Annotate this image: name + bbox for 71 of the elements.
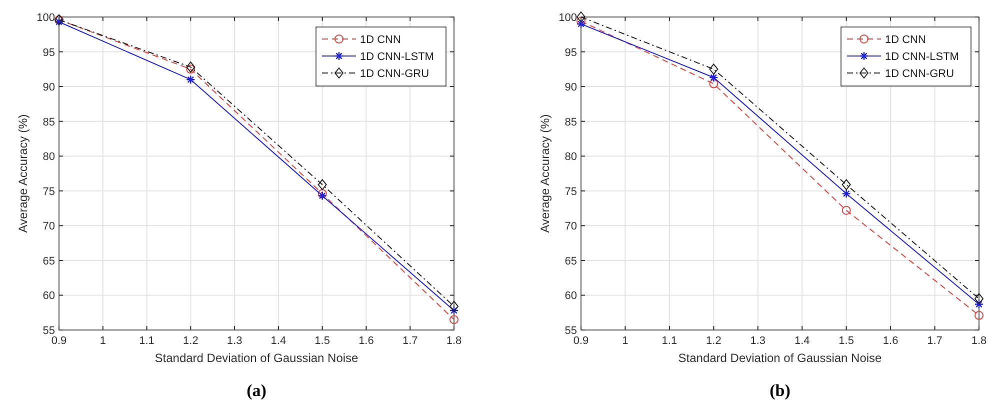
point [186, 75, 196, 84]
point [576, 19, 586, 29]
point [318, 179, 327, 190]
y-tick-label: 55 [564, 325, 577, 337]
y-tick-label: 75 [564, 186, 577, 198]
y-tick-label: 55 [42, 325, 55, 337]
x-tick-label: 1.8 [971, 335, 987, 347]
point [449, 306, 459, 316]
x-tick-label: 1.3 [750, 335, 766, 347]
legend-label: 1D CNN-LSTM [885, 51, 959, 63]
y-tick-label: 65 [564, 255, 577, 268]
x-tick-label: 1.4 [270, 335, 286, 347]
x-tick-label: 1.8 [446, 335, 462, 347]
point [709, 64, 718, 75]
x-axis-title: Standard Deviation of Gaussian Noise [678, 351, 882, 365]
x-tick-label: 1.1 [662, 335, 678, 347]
y-tick-label: 65 [42, 255, 55, 268]
point [842, 189, 851, 198]
point [576, 16, 586, 26]
y-tick-label: 100 [558, 12, 577, 24]
y-tick-label: 60 [564, 290, 577, 302]
y-tick-label: 80 [564, 151, 577, 164]
y-tick-label: 70 [564, 220, 577, 233]
y-tick-label: 75 [42, 186, 55, 198]
legend-label: 1D CNN [885, 34, 926, 46]
x-tick-label: 0.9 [573, 335, 589, 347]
text: (a) [246, 381, 266, 400]
point [186, 64, 196, 74]
point [974, 300, 984, 309]
y-tick-label: 85 [42, 116, 55, 128]
y-axis-title: Average Accuracy (%) [16, 114, 30, 233]
point [842, 179, 851, 190]
x-tick-label: 1.5 [838, 335, 854, 347]
y-tick-label: 70 [42, 220, 55, 233]
x-tick-label: 1.2 [183, 335, 198, 347]
point [842, 206, 851, 215]
y-tick-label: 95 [42, 46, 55, 59]
point [450, 315, 458, 324]
x-tick-label: 1.3 [226, 335, 242, 347]
x-axis-title: Standard Deviation of Gaussian Noise [154, 351, 359, 365]
legend-label: 1D CNN-LSTM [360, 51, 434, 63]
y-tick-label: 90 [42, 82, 55, 94]
legend-label: 1D CNN [360, 34, 402, 46]
y-tick-label: 80 [42, 151, 55, 164]
point [974, 293, 984, 304]
x-tick-label: 1.6 [358, 335, 374, 347]
x-tick-label: 1.1 [139, 335, 154, 347]
legend-label: 1D CNN-GRU [885, 68, 954, 80]
y-tick-label: 85 [564, 116, 577, 128]
x-tick-label: 1.7 [402, 335, 418, 347]
y-tick-label: 60 [42, 290, 55, 302]
point [450, 300, 458, 312]
x-tick-label: 1.2 [706, 335, 722, 347]
point [974, 310, 984, 320]
y-tick-label: 100 [36, 12, 55, 24]
y-tick-label: 95 [564, 46, 577, 59]
point [709, 79, 718, 88]
x-tick-label: 1 [622, 335, 628, 347]
point [709, 72, 718, 82]
x-tick-label: 1.4 [794, 335, 810, 347]
text: (b) [770, 381, 790, 400]
y-axis-title: Average Accuracy (%) [538, 114, 552, 233]
x-tick-label: 1 [100, 335, 106, 347]
legend-label: 1D CNN-GRU [360, 68, 430, 80]
x-tick-label: 1.7 [927, 335, 942, 347]
x-tick-label: 1.5 [314, 335, 330, 347]
point [576, 12, 586, 22]
x-tick-label: 1.6 [882, 335, 898, 347]
point [186, 62, 196, 73]
y-tick-label: 90 [564, 82, 577, 94]
x-tick-label: 0.9 [51, 335, 67, 347]
